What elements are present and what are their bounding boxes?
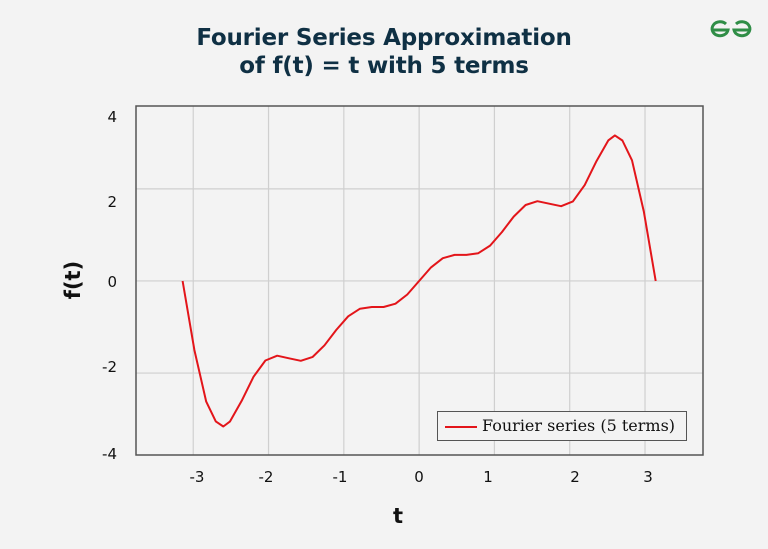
x-tick-label: 0: [414, 468, 424, 486]
y-axis-label: f(t): [61, 260, 85, 300]
y-tick-label: 2: [107, 193, 117, 211]
x-tick-label: 1: [483, 468, 493, 486]
x-tick-label: 2: [570, 468, 580, 486]
axes-frame: [135, 105, 704, 456]
y-tick-label: -4: [102, 445, 117, 463]
y-tick-label: 0: [107, 273, 117, 291]
legend-label: Fourier series (5 terms): [482, 416, 676, 435]
x-tick-label: -2: [258, 468, 274, 486]
y-tick-label: -2: [102, 358, 117, 376]
chart-title-line1: Fourier Series Approximation: [196, 25, 572, 51]
chart-title: Fourier Series Approximation of f(t) = t…: [0, 24, 768, 80]
x-tick-label: -3: [189, 468, 205, 486]
x-tick-label: 3: [643, 468, 653, 486]
geeksforgeeks-logo-icon: [710, 20, 752, 38]
legend: Fourier series (5 terms): [437, 411, 687, 441]
x-axis-label: t: [392, 504, 404, 528]
y-tick-label: 4: [107, 108, 117, 126]
x-tick-label: -1: [332, 468, 348, 486]
chart-title-line2: of f(t) = t with 5 terms: [239, 53, 529, 79]
fourier-series-line: [181, 134, 657, 428]
legend-line-swatch: [445, 426, 477, 428]
